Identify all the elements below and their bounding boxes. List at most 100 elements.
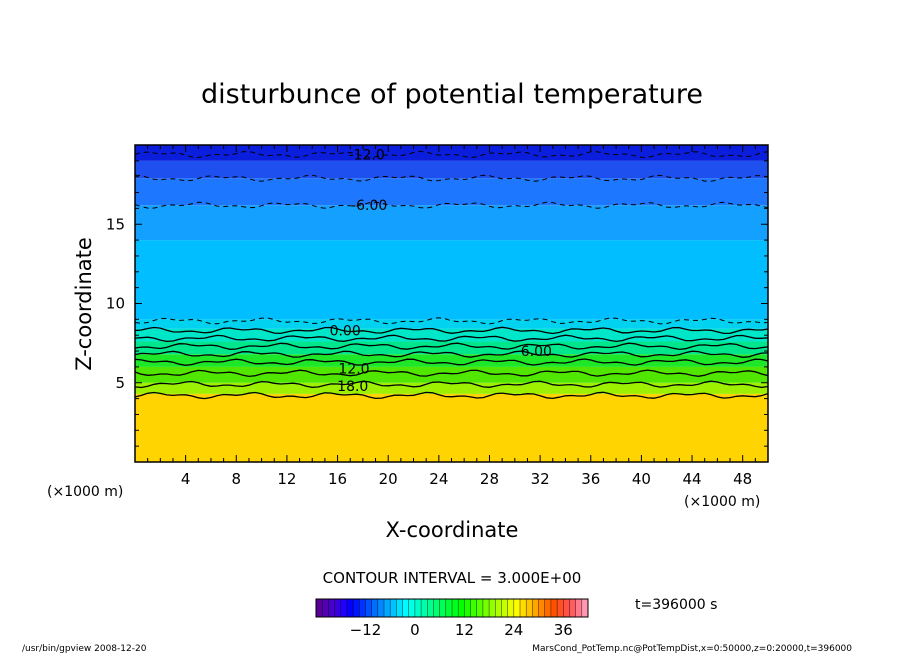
y-tick-label: 5 [115, 374, 125, 392]
colorbar-cell [402, 599, 410, 617]
contour-label: -12.0 [349, 148, 385, 164]
x-tick-label: 16 [328, 470, 347, 488]
contour-band [135, 341, 768, 355]
colorbar-cell [353, 599, 360, 617]
contour-band [135, 382, 768, 394]
colorbar-cell [452, 599, 459, 617]
contour-band [135, 319, 768, 329]
colorbar-cell [458, 599, 465, 617]
contour-band [135, 160, 768, 179]
contour-band [135, 366, 768, 383]
contour-band [135, 205, 768, 241]
colorbar-cell [414, 599, 422, 617]
contour-line [134, 326, 769, 335]
colorbar-cell [495, 599, 502, 617]
colorbar-cell [427, 599, 434, 617]
y-tick-label: 15 [106, 215, 125, 233]
y-axis-label: Z-coordinate [72, 237, 96, 371]
x-unit-right: (×1000 m) [684, 494, 760, 510]
contour-line [134, 358, 769, 366]
contour-label: 0.00 [330, 323, 361, 339]
x-tick-label: 28 [480, 470, 499, 488]
contour-line [134, 334, 769, 343]
colorbar-cell [433, 599, 441, 617]
contour-line [134, 391, 769, 400]
colorbar-cell [550, 599, 558, 617]
colorbar-cell [421, 599, 428, 617]
colorbar-cell [396, 599, 404, 617]
contour-band [135, 328, 768, 342]
colorbar-cell [390, 599, 397, 617]
colorbar-cell [476, 599, 484, 617]
contour-line [134, 342, 769, 351]
colorbar-tick-label: 12 [455, 621, 474, 639]
contour-band [135, 393, 768, 462]
colorbar-cell [371, 599, 379, 617]
contour-label: 18.0 [337, 379, 368, 395]
footer-left: /usr/bin/gpview 2008-12-20 [22, 644, 147, 654]
contour-band [135, 178, 768, 206]
contour-line [134, 369, 769, 378]
colorbar-cell [513, 599, 521, 617]
contour-band [135, 145, 768, 161]
colorbar-cell [569, 599, 577, 617]
colorbar-cell [520, 599, 527, 617]
x-axis-label: X-coordinate [386, 518, 519, 542]
x-tick-label: 40 [632, 470, 651, 488]
contour-line [134, 350, 769, 358]
colorbar-cell [322, 599, 329, 617]
colorbar-cell [377, 599, 385, 617]
contour-lines [134, 150, 769, 400]
colorbar-cell [439, 599, 447, 617]
contour-label: 6.00 [521, 344, 552, 360]
colorbar-cell [544, 599, 552, 617]
colorbar-cell [532, 599, 540, 617]
colorbar-tick-label: 24 [504, 621, 523, 639]
colorbar-cell [359, 599, 366, 617]
colorbar-tick-label: −12 [350, 621, 382, 639]
colorbar-cell [334, 599, 342, 617]
colorbar [315, 599, 589, 617]
footer-right: MarsCond_PotTemp.nc@PotTempDist,x=0:5000… [532, 644, 852, 654]
colorbar-frame [315, 598, 589, 618]
colorbar-cell [575, 599, 583, 617]
colorbar-cell [340, 599, 348, 617]
colorbar-cell [557, 599, 564, 617]
colorbar-cell [563, 599, 570, 617]
x-tick-label: 36 [581, 470, 600, 488]
contour-label: 12.0 [338, 361, 369, 377]
contour-interval-label: CONTOUR INTERVAL = 3.000E+00 [323, 569, 582, 587]
x-tick-label: 20 [379, 470, 398, 488]
colorbar-cell [482, 599, 490, 617]
y-tick-label: 10 [106, 295, 125, 313]
x-tick-label: 44 [682, 470, 701, 488]
x-tick-label: 32 [531, 470, 550, 488]
contour-labels: -12.0 -6.00 0.00 6.00 12.0 18.0 [330, 148, 552, 395]
x-unit-left: (×1000 m) [47, 484, 123, 500]
x-tick-label: 12 [277, 470, 296, 488]
colorbar-cell [581, 599, 589, 617]
x-tick-label: 4 [181, 470, 191, 488]
colorbar-cell [464, 599, 472, 617]
colorbar-ticks: −12 0 12 24 36 [350, 621, 573, 639]
colorbar-cell [445, 599, 453, 617]
contour-label: -6.00 [351, 198, 387, 214]
colorbar-cell [328, 599, 336, 617]
colorbar-cell [507, 599, 515, 617]
contour-line [134, 380, 769, 389]
x-tick-label: 8 [232, 470, 242, 488]
colorbar-cell [489, 599, 496, 617]
colorbar-cell [365, 599, 373, 617]
x-tick-label: 48 [733, 470, 752, 488]
colorbar-cell [384, 599, 391, 617]
colorbar-cell [501, 599, 509, 617]
colorbar-tick-label: 0 [410, 621, 420, 639]
colorbar-cell [538, 599, 546, 617]
x-tick-label: 24 [429, 470, 448, 488]
contour-band [135, 240, 768, 320]
colorbar-cell [346, 599, 354, 617]
colorbar-cell [408, 599, 416, 617]
colorbar-cell [526, 599, 533, 617]
